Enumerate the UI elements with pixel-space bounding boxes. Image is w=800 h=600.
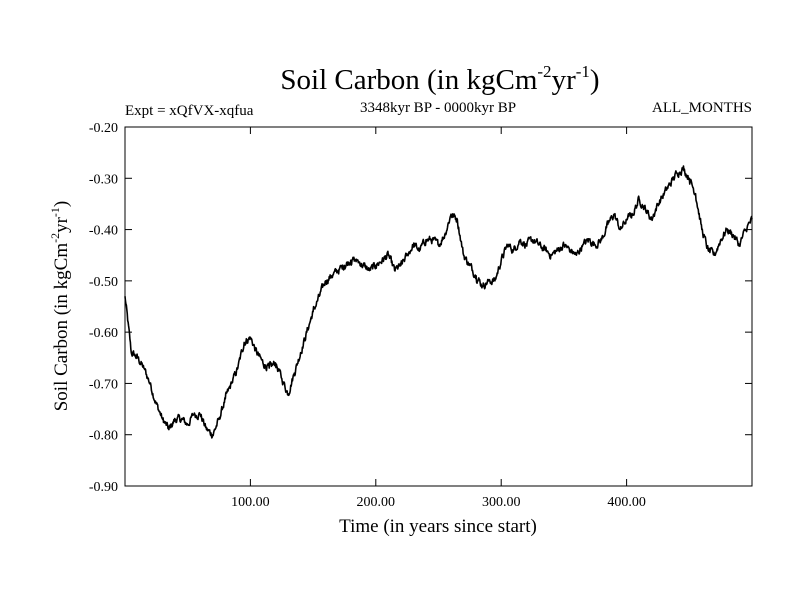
y-tick-label: -0.20 bbox=[89, 121, 118, 136]
months-label: ALL_MONTHS bbox=[652, 100, 752, 116]
period-label: 3348kyr BP - 0000kyr BP bbox=[360, 100, 516, 116]
y-tick-label: -0.80 bbox=[89, 429, 118, 444]
y-axis-label: Soil Carbon (in kgCm-2yr-1) bbox=[48, 201, 72, 412]
y-tick-label: -0.60 bbox=[89, 326, 118, 341]
chart-title: Soil Carbon (in kgCm-2yr-1) bbox=[280, 62, 599, 96]
y-tick-label: -0.50 bbox=[89, 275, 118, 290]
y-tick-label: -0.30 bbox=[89, 172, 118, 187]
series-line-soil-carbon bbox=[124, 165, 753, 439]
y-tick-label: -0.90 bbox=[89, 480, 118, 495]
x-tick-label: 100.00 bbox=[231, 495, 270, 510]
x-tick-label: 200.00 bbox=[357, 495, 396, 510]
experiment-label: Expt = xQfVX-xqfua bbox=[125, 103, 254, 119]
y-axis: -0.90 -0.80 -0.70 -0.60 -0.50 -0.40 -0.30 -0.20 bbox=[89, 121, 752, 495]
x-axis-label: Time (in years since start) bbox=[339, 516, 537, 537]
x-axis: 100.00 200.00 300.00 400.00 bbox=[231, 127, 646, 510]
x-tick-label: 300.00 bbox=[482, 495, 521, 510]
y-tick-label: -0.70 bbox=[89, 377, 118, 392]
x-tick-label: 400.00 bbox=[607, 495, 646, 510]
y-tick-label: -0.40 bbox=[89, 224, 118, 239]
plot-frame bbox=[124, 126, 753, 487]
